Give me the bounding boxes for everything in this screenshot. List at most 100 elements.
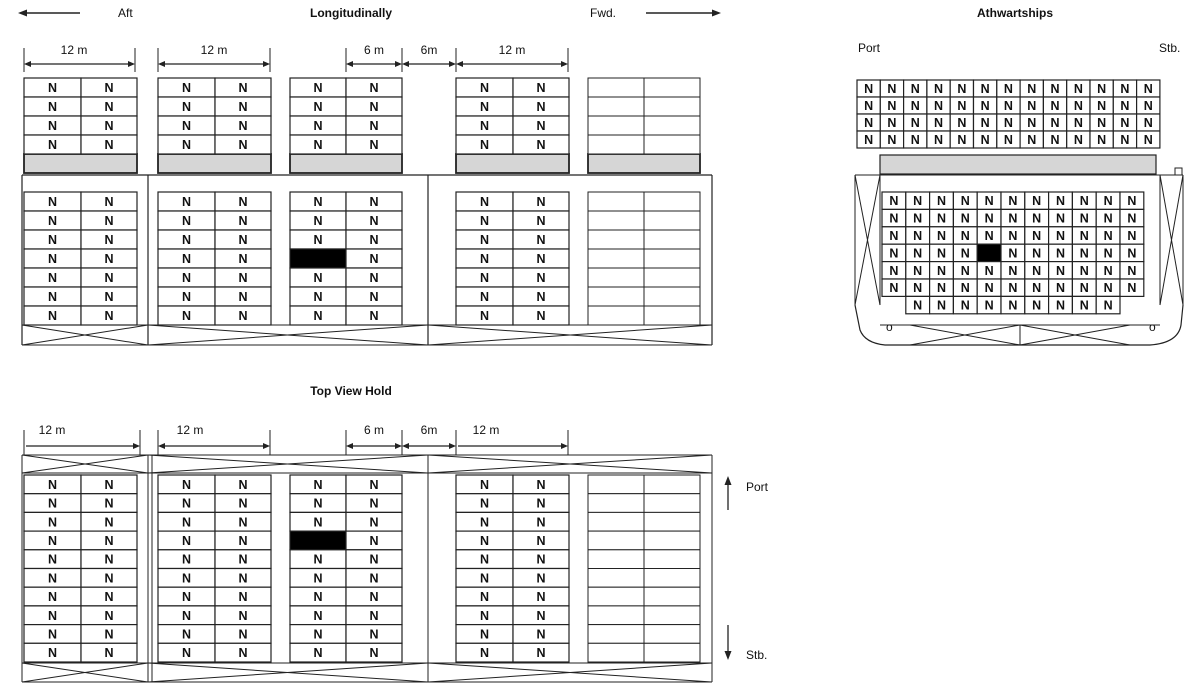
- container-label: N: [369, 515, 378, 529]
- container-label: N: [985, 281, 994, 295]
- container-label: N: [536, 81, 545, 95]
- container-label: N: [1056, 246, 1065, 260]
- empty-slot: [587, 191, 645, 212]
- empty-slot: [643, 642, 701, 663]
- container-label: N: [480, 233, 489, 247]
- container-label: N: [238, 195, 247, 209]
- container-label: N: [1074, 82, 1083, 96]
- container-label: N: [981, 133, 990, 147]
- container-label: N: [1127, 264, 1136, 278]
- container-label: N: [313, 309, 322, 323]
- container-label: N: [104, 609, 113, 623]
- container-slot: [214, 305, 272, 326]
- container-label: N: [480, 271, 489, 285]
- container-label: N: [182, 214, 191, 228]
- container-slot: [345, 134, 403, 155]
- container-label: N: [480, 81, 489, 95]
- container-label: N: [937, 299, 946, 313]
- container-label: N: [1056, 229, 1065, 243]
- container-label: N: [369, 214, 378, 228]
- container-label: N: [313, 214, 322, 228]
- container-label: N: [182, 309, 191, 323]
- container-label: N: [1004, 116, 1013, 130]
- container-label: N: [961, 229, 970, 243]
- container-label: N: [104, 119, 113, 133]
- empty-slot: [643, 530, 701, 551]
- container-label: N: [536, 609, 545, 623]
- container-label: N: [887, 116, 896, 130]
- athwartships-hold-stack: N N N N N N N N N N NN N N N N N N N N N NN N N N N N N N N N NN N N N N N N…: [881, 191, 1145, 315]
- container-label: N: [536, 478, 545, 492]
- container-label: N: [104, 534, 113, 548]
- container-label: N: [480, 590, 489, 604]
- container-label: N: [887, 133, 896, 147]
- container-label: N: [536, 646, 545, 660]
- container-label: N: [536, 590, 545, 604]
- empty-slot: [643, 115, 701, 136]
- topview-stacks: N N N N N N N NN N N N N N N NN N N N N N N NN N N N N N NN N N N N N N NN…: [23, 474, 701, 663]
- container-label: N: [961, 212, 970, 226]
- empty-slot: [643, 77, 701, 98]
- container-label: N: [48, 81, 57, 95]
- container-label: N: [1008, 299, 1017, 313]
- container-label: N: [182, 252, 191, 266]
- container-label: N: [182, 290, 191, 304]
- container-label: N: [1080, 194, 1089, 208]
- container-label: N: [48, 478, 57, 492]
- container-label: N: [369, 571, 378, 585]
- container-slot: [345, 305, 403, 326]
- container-label: N: [48, 214, 57, 228]
- hold-mark-left: o: [886, 320, 893, 334]
- container-slot: [1119, 278, 1145, 297]
- container-label: N: [536, 214, 545, 228]
- tv-dim-gap: 6m: [421, 423, 438, 437]
- container-label: N: [1097, 99, 1106, 113]
- container-label: N: [238, 138, 247, 152]
- container-label: N: [1144, 116, 1153, 130]
- container-label: N: [981, 99, 990, 113]
- container-label: N: [369, 590, 378, 604]
- empty-slot: [587, 248, 645, 269]
- container-label: N: [313, 233, 322, 247]
- container-label: N: [887, 82, 896, 96]
- container-label: N: [1051, 116, 1060, 130]
- container-label: N: [480, 138, 489, 152]
- container-label: N: [864, 99, 873, 113]
- athwartships-header: Athwartships Port Stb.: [858, 6, 1180, 55]
- empty-slot: [587, 605, 645, 626]
- filled-container: [289, 248, 347, 269]
- container-label: N: [182, 609, 191, 623]
- container-label: N: [48, 100, 57, 114]
- container-label: N: [369, 497, 378, 511]
- ath-stb-label: Stb.: [1159, 41, 1180, 55]
- empty-slot: [643, 191, 701, 212]
- container-label: N: [104, 646, 113, 660]
- container-label: N: [313, 515, 322, 529]
- empty-slot: [587, 229, 645, 250]
- container-label: N: [104, 497, 113, 511]
- container-label: N: [182, 497, 191, 511]
- tv-port-label: Port: [746, 480, 769, 494]
- container-label: N: [1051, 99, 1060, 113]
- container-label: N: [238, 515, 247, 529]
- container-label: N: [369, 100, 378, 114]
- container-label: N: [913, 281, 922, 295]
- container-label: N: [480, 119, 489, 133]
- container-label: N: [1056, 281, 1065, 295]
- empty-slot: [587, 115, 645, 136]
- container-label: N: [238, 214, 247, 228]
- container-label: N: [1032, 246, 1041, 260]
- container-label: N: [1080, 212, 1089, 226]
- container-label: N: [1056, 299, 1065, 313]
- container-label: N: [1120, 116, 1129, 130]
- container-label: N: [369, 195, 378, 209]
- container-label: N: [104, 590, 113, 604]
- container-label: N: [182, 627, 191, 641]
- container-label: N: [985, 229, 994, 243]
- container-label: N: [369, 290, 378, 304]
- container-label: N: [1144, 99, 1153, 113]
- container-label: N: [104, 233, 113, 247]
- port-arrow-icon: [724, 476, 732, 485]
- container-label: N: [1004, 133, 1013, 147]
- empty-slot: [643, 210, 701, 231]
